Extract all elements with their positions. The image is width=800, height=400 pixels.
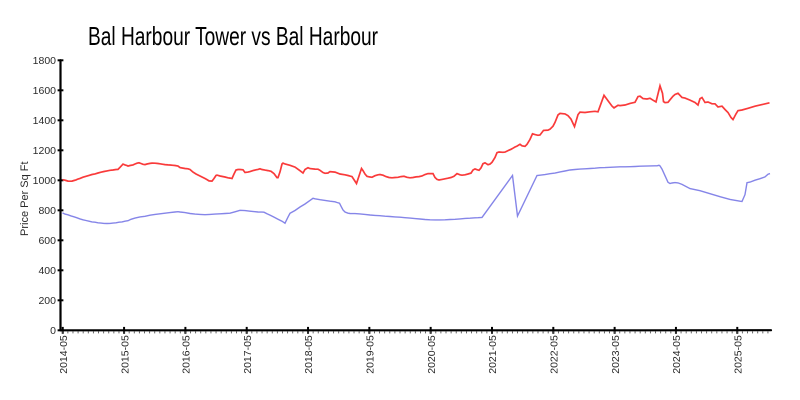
svg-text:1800: 1800 — [33, 55, 57, 67]
svg-text:2021-05: 2021-05 — [487, 335, 499, 374]
svg-text:2017-05: 2017-05 — [242, 335, 254, 374]
svg-text:2020-05: 2020-05 — [426, 335, 438, 374]
svg-text:1000: 1000 — [33, 175, 57, 187]
svg-text:200: 200 — [38, 295, 56, 307]
svg-text:0: 0 — [50, 325, 56, 337]
svg-text:600: 600 — [38, 235, 56, 247]
svg-text:2023-05: 2023-05 — [610, 335, 622, 374]
svg-text:2014-05: 2014-05 — [58, 335, 70, 374]
svg-text:1200: 1200 — [33, 145, 57, 157]
svg-text:2015-05: 2015-05 — [119, 335, 131, 374]
svg-text:Price Per Sq Ft: Price Per Sq Ft — [19, 161, 31, 236]
svg-text:2019-05: 2019-05 — [365, 335, 377, 374]
svg-text:1600: 1600 — [33, 85, 57, 97]
svg-text:2018-05: 2018-05 — [303, 335, 315, 374]
svg-text:2025-05: 2025-05 — [732, 335, 744, 374]
svg-text:2024-05: 2024-05 — [671, 335, 683, 374]
svg-text:Bal Harbour Tower vs Bal Harbo: Bal Harbour Tower vs Bal Harbour — [88, 21, 378, 51]
svg-text:2016-05: 2016-05 — [181, 335, 193, 374]
svg-text:1400: 1400 — [33, 115, 57, 127]
svg-text:2022-05: 2022-05 — [549, 335, 561, 374]
svg-text:400: 400 — [38, 265, 56, 277]
svg-text:800: 800 — [38, 205, 56, 217]
